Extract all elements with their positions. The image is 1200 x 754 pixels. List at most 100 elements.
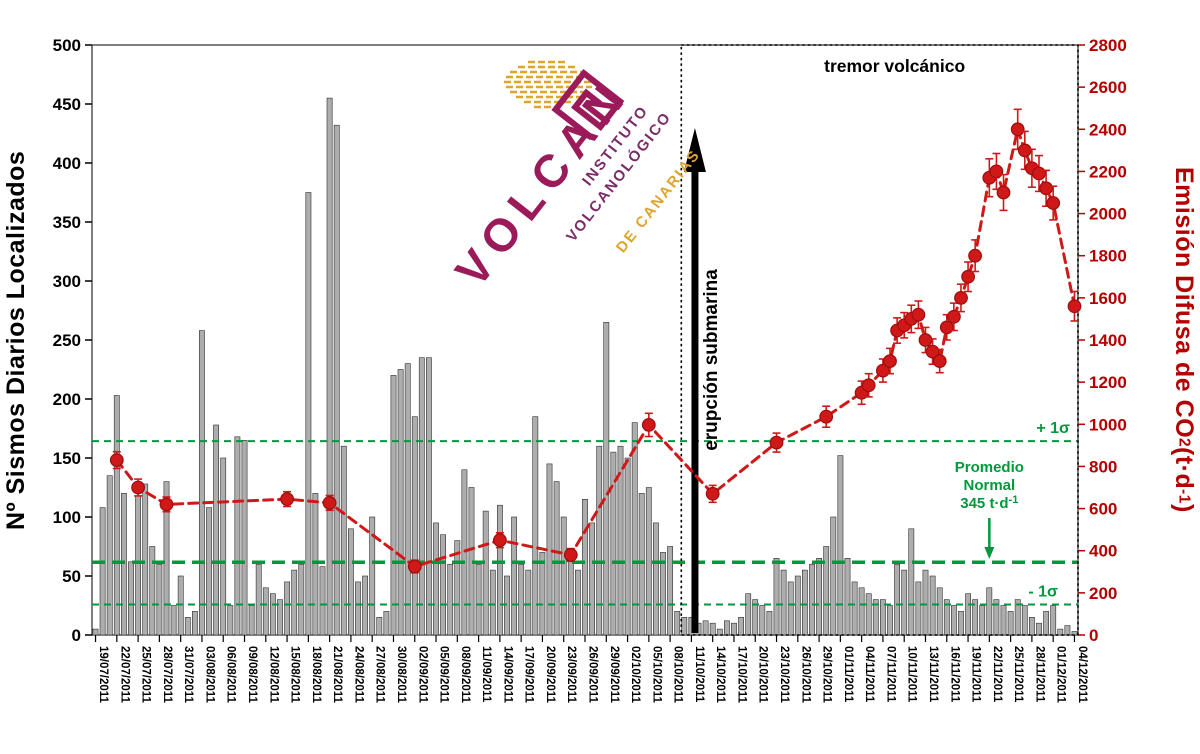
seismic-bar — [433, 522, 439, 636]
x-tick-label: 23/10/2011 — [778, 646, 790, 704]
seismic-bar — [901, 569, 908, 636]
co2-point — [769, 435, 784, 450]
co2-point — [407, 559, 422, 574]
left-axis-title: Nº Sismos Diarios Localizados — [2, 150, 30, 530]
seismic-bar — [156, 563, 163, 636]
x-tick-label: 30/08/2011 — [395, 646, 407, 704]
right-tick-label: 600 — [1089, 500, 1117, 519]
seismic-bar — [582, 498, 588, 636]
x-tick-label: 16/11/2011 — [948, 646, 960, 703]
x-tick-label: 11/10/2011 — [693, 646, 705, 703]
left-tick-label: 0 — [72, 626, 81, 645]
seismic-bar — [277, 599, 283, 636]
x-tick-label: 01/11/2011 — [842, 646, 854, 703]
co2-point — [1032, 166, 1046, 181]
co2-point — [883, 354, 897, 369]
seismic-bar — [241, 439, 248, 636]
seismic-bar — [1064, 625, 1071, 636]
right-tick-label: 0 — [1089, 626, 1098, 645]
seismic-bar — [589, 522, 595, 636]
seismic-bar — [894, 563, 900, 636]
seismic-bar — [525, 569, 532, 636]
seismic-bar — [390, 375, 397, 636]
seismic-bar — [404, 363, 411, 636]
left-tick-label: 150 — [53, 449, 81, 468]
tremor-box — [680, 44, 1079, 636]
x-tick-label: 31/07/2011 — [182, 646, 194, 704]
left-tick-label: 50 — [62, 567, 81, 586]
x-tick-label: 21/08/2011 — [331, 646, 343, 704]
seismic-bar — [376, 616, 383, 636]
seismic-bar — [929, 575, 936, 636]
seismic-bar — [794, 575, 801, 636]
seismic-bar — [773, 557, 780, 636]
seismic-bar — [716, 628, 723, 636]
seismic-bar — [574, 569, 581, 636]
co2-point — [861, 378, 876, 393]
x-tick-label: 02/10/2011 — [629, 646, 641, 704]
x-tick-label: 25/11/2011 — [1012, 646, 1024, 703]
seismic-bar — [915, 581, 922, 636]
co2-point — [918, 333, 933, 347]
x-tick-label: 15/08/2011 — [289, 646, 301, 704]
left-tick-label: 200 — [53, 390, 81, 409]
seismic-bar — [787, 581, 794, 636]
seismic-bar — [844, 557, 851, 636]
seismic-bar — [745, 593, 752, 636]
co2-point — [961, 269, 975, 284]
seismic-bar — [227, 605, 234, 636]
x-tick-label: 17/10/2011 — [735, 646, 747, 704]
x-tick-label: 03/08/2011 — [203, 646, 215, 704]
x-tick-label: 17/09/2011 — [523, 646, 535, 704]
seismic-bar — [865, 593, 872, 636]
eruption-arrow-head — [683, 128, 706, 172]
seismic-bar — [660, 552, 666, 636]
x-tick-label: 04/11/2011 — [863, 646, 875, 703]
seismic-bar — [638, 493, 645, 636]
seismic-bar — [177, 575, 184, 636]
seismic-bar — [192, 611, 198, 636]
co2-point — [1067, 299, 1082, 314]
seismic-bar — [958, 611, 964, 636]
x-tick-label: 09/08/2011 — [246, 646, 258, 704]
seismic-bar — [305, 192, 312, 636]
x-tick-label: 06/08/2011 — [225, 646, 237, 704]
co2-point — [1010, 122, 1025, 137]
right-axis-title-part: 2 — [1175, 438, 1193, 448]
eruption-label: erupción submarina — [701, 269, 722, 451]
seismic-bar — [652, 522, 659, 636]
seismic-bar — [1000, 605, 1007, 636]
seismic-bar — [142, 483, 149, 636]
right-tick-label: 2600 — [1089, 78, 1127, 97]
seismic-bar — [269, 593, 276, 636]
co2-point — [563, 548, 578, 562]
co2-point — [641, 418, 656, 432]
left-tick-label: 400 — [53, 154, 81, 173]
right-tick-label: 1000 — [1089, 415, 1127, 434]
seismic-bar — [1057, 628, 1064, 636]
x-tick-label: 29/10/2011 — [821, 646, 833, 704]
seismic-bar — [617, 445, 624, 636]
seismic-bar — [425, 357, 432, 636]
right-axis-title-part: Emisión Difusa de CO — [1170, 166, 1198, 439]
x-tick-label: 23/09/2011 — [565, 646, 577, 704]
co2-point — [1017, 143, 1032, 158]
x-tick-label: 08/10/2011 — [672, 646, 684, 704]
seismic-bar — [362, 575, 368, 636]
seismic-bar — [1036, 622, 1042, 636]
co2-point — [911, 307, 926, 322]
co2-point — [947, 309, 961, 324]
seismic-bar — [99, 507, 106, 636]
co2-point — [131, 480, 146, 495]
seismic-bar — [518, 563, 525, 636]
seismic-bar — [440, 534, 446, 636]
co2-points — [109, 108, 1082, 574]
x-tick-label: 13/11/2011 — [927, 646, 939, 703]
seismic-bar — [184, 616, 191, 636]
seismic-bar — [809, 563, 815, 636]
seismic-bar — [965, 593, 971, 636]
left-tick-label: 250 — [53, 331, 81, 350]
seismic-bar — [702, 620, 709, 636]
